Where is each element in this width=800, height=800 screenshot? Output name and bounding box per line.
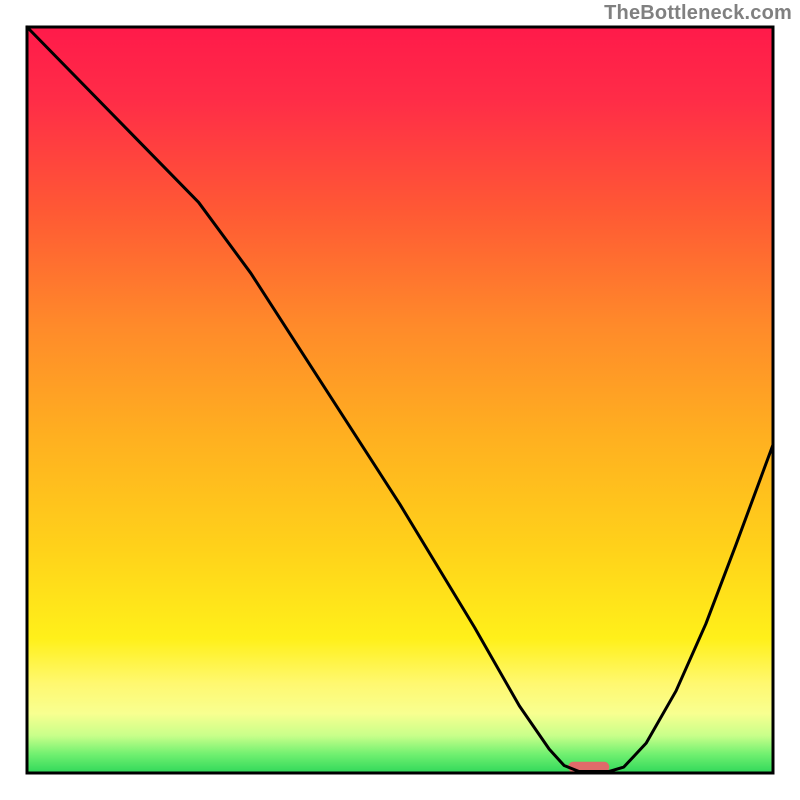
plot-background bbox=[27, 27, 773, 773]
bottleneck-curve-chart bbox=[0, 0, 800, 800]
chart-container: TheBottleneck.com bbox=[0, 0, 800, 800]
watermark-text: TheBottleneck.com bbox=[604, 2, 792, 25]
